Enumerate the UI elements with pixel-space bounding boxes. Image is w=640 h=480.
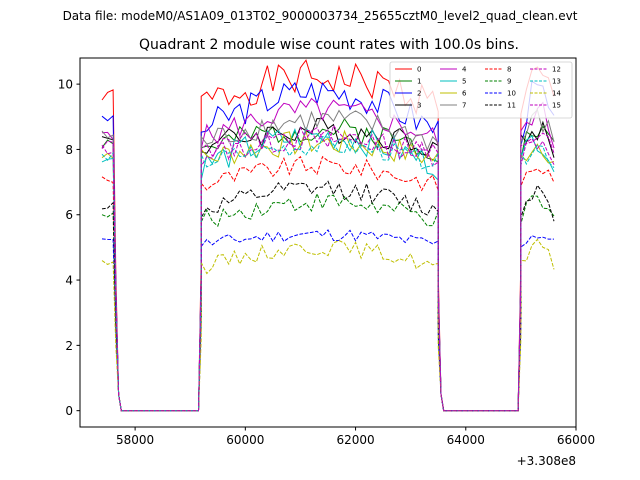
series-line-8	[101, 155, 555, 412]
legend-label-8: 8	[507, 66, 511, 74]
legend-label-11: 11	[507, 102, 516, 110]
series-line-9	[101, 192, 555, 412]
series-line-11	[101, 180, 555, 412]
legend-label-3: 3	[417, 102, 421, 110]
x-tick-label: 60000	[226, 433, 264, 447]
series-line-6	[101, 129, 555, 412]
legend-label-1: 1	[417, 78, 421, 86]
x-tick-label: 58000	[116, 433, 154, 447]
legend-label-2: 2	[417, 90, 421, 98]
legend-label-0: 0	[417, 66, 421, 74]
legend-label-7: 7	[462, 102, 466, 110]
series-line-15	[101, 124, 555, 412]
x-tick-label: 64000	[447, 433, 485, 447]
chart-title: Quadrant 2 module wise count rates with …	[139, 37, 519, 53]
axes-frame	[79, 57, 577, 428]
y-tick-label: 8	[65, 143, 73, 157]
y-tick-label: 2	[65, 339, 73, 353]
legend-label-6: 6	[462, 90, 467, 98]
series-line-1	[101, 117, 555, 412]
figure-suptitle: Data file: modeM0/AS1A09_013T02_90000037…	[63, 9, 578, 23]
y-tick-label: 4	[65, 274, 73, 288]
y-tick-label: 10	[58, 78, 73, 92]
legend-label-5: 5	[462, 78, 466, 86]
x-tick-label: 66000	[557, 433, 595, 447]
series-line-13	[101, 136, 555, 412]
y-tick-label: 0	[65, 404, 73, 418]
series-line-7	[101, 108, 555, 412]
legend-box	[389, 61, 573, 119]
legend-label-15: 15	[552, 102, 561, 110]
legend-label-10: 10	[507, 90, 516, 98]
legend-label-12: 12	[552, 66, 561, 74]
x-offset-label: +3.308e8	[517, 454, 576, 468]
series-line-12	[101, 129, 555, 412]
legend-label-13: 13	[552, 78, 561, 86]
legend-label-14: 14	[552, 90, 561, 98]
series-line-5	[101, 127, 555, 412]
series-line-14	[101, 238, 555, 412]
series-line-3	[101, 117, 555, 412]
legend-label-9: 9	[507, 78, 511, 86]
x-tick-label: 62000	[336, 433, 374, 447]
axis-ticks: 58000 60000 62000 64000 66000 0 2 4 6 8 10	[58, 78, 595, 447]
legend-label-4: 4	[462, 66, 467, 74]
y-tick-label: 6	[65, 208, 73, 222]
plot-area	[101, 59, 555, 412]
series-line-10	[101, 229, 554, 412]
